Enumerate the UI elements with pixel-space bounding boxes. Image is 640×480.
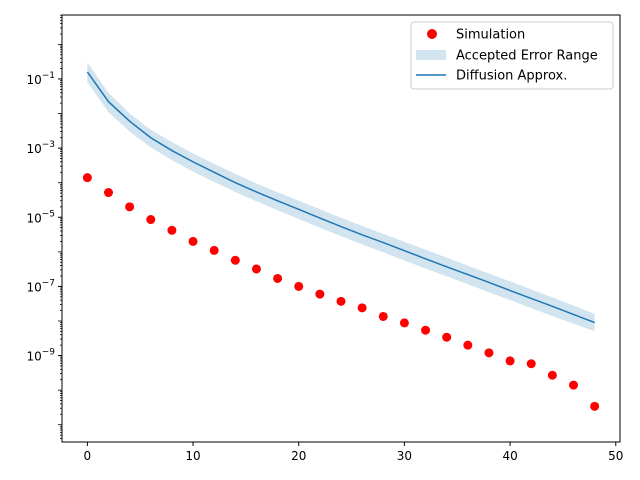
error-band bbox=[87, 62, 595, 332]
simulation-point bbox=[569, 380, 578, 390]
y-tick-label: 10−3 bbox=[26, 140, 55, 156]
simulation-point bbox=[526, 359, 536, 369]
legend-swatch-simulation bbox=[427, 29, 437, 39]
simulation-point bbox=[294, 281, 304, 291]
x-tick-label: 0 bbox=[84, 449, 92, 463]
simulation-point bbox=[463, 340, 473, 350]
legend-label-diffusion: Diffusion Approx. bbox=[456, 69, 567, 84]
x-tick-label: 50 bbox=[608, 449, 623, 463]
plot-frame bbox=[61, 14, 621, 443]
simulation-point bbox=[336, 296, 346, 306]
simulation-point bbox=[230, 255, 240, 265]
simulation-point bbox=[315, 289, 325, 299]
simulation-point bbox=[146, 215, 156, 225]
simulation-point bbox=[442, 332, 452, 342]
legend-swatch-error-range bbox=[416, 50, 446, 60]
simulation-point bbox=[273, 273, 283, 283]
simulation-point bbox=[590, 401, 600, 411]
x-tick-label: 40 bbox=[502, 449, 517, 463]
simulation-point bbox=[357, 303, 367, 313]
legend: Simulation Accepted Error Range Diffusio… bbox=[410, 21, 614, 90]
x-axis-ticks: 0 10 20 30 40 50 bbox=[84, 442, 623, 463]
simulation-point bbox=[505, 356, 515, 366]
simulation-point bbox=[188, 236, 198, 246]
simulation-point bbox=[209, 245, 219, 255]
simulation-point bbox=[167, 225, 177, 235]
y-tick-label: 10−5 bbox=[26, 209, 55, 225]
x-tick-label: 20 bbox=[291, 449, 306, 463]
diffusion-line-layer bbox=[86, 71, 595, 324]
simulation-points-layer bbox=[82, 173, 600, 411]
simulation-point bbox=[484, 348, 494, 358]
legend-label-simulation: Simulation bbox=[456, 28, 525, 43]
y-tick-label: 10−9 bbox=[26, 348, 55, 364]
y-axis-ticks: 10−1 10−3 10−5 10−7 10−9 bbox=[26, 14, 62, 439]
simulation-point bbox=[82, 173, 92, 183]
simulation-point bbox=[421, 325, 431, 335]
diffusion-line bbox=[86, 71, 595, 324]
y-tick-label: 10−1 bbox=[26, 71, 55, 87]
simulation-point bbox=[104, 188, 113, 198]
x-tick-label: 10 bbox=[185, 449, 200, 463]
legend-frame bbox=[410, 21, 614, 90]
simulation-point bbox=[547, 370, 557, 380]
simulation-point bbox=[251, 264, 261, 274]
error-band-layer bbox=[87, 62, 595, 332]
legend-label-error-range: Accepted Error Range bbox=[456, 49, 598, 64]
x-tick-label: 30 bbox=[397, 449, 412, 463]
y-tick-label: 10−7 bbox=[26, 278, 55, 294]
simulation-point bbox=[378, 311, 388, 321]
simulation-point bbox=[399, 318, 409, 328]
simulation-point bbox=[125, 202, 135, 212]
